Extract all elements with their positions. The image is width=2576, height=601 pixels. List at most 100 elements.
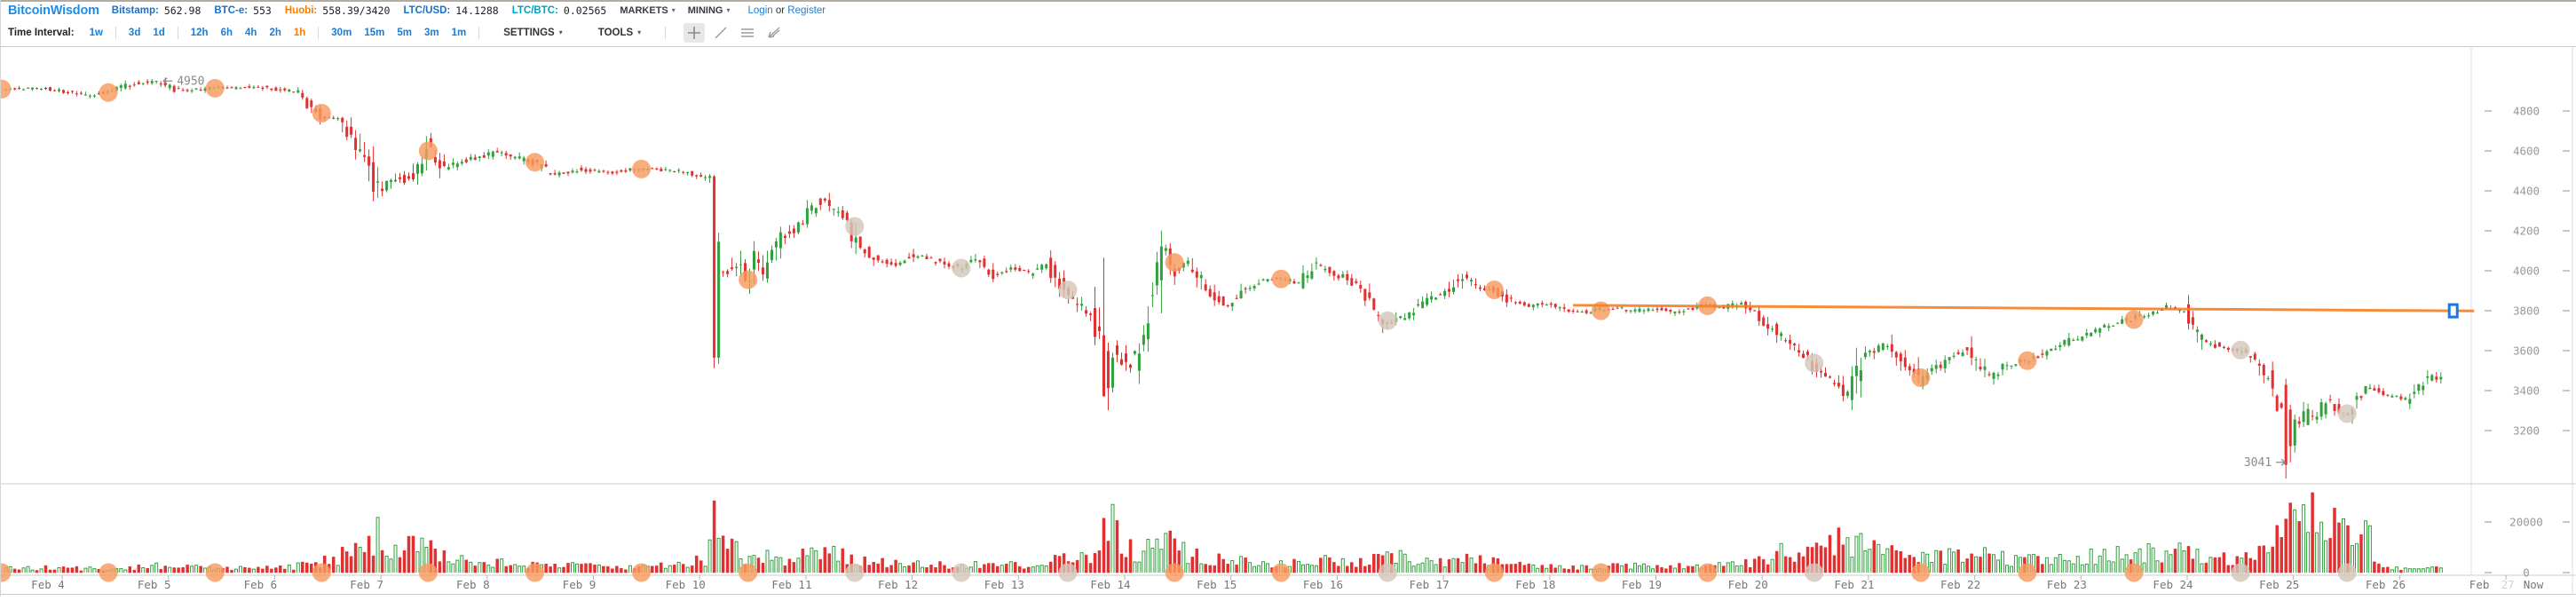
volume-tick-label: 20000 (2509, 516, 2543, 529)
day-marker-dot (418, 563, 438, 582)
interval-30m[interactable]: 30m (331, 27, 352, 38)
interval-1w[interactable]: 1w (89, 27, 103, 38)
interval-2h[interactable]: 2h (269, 27, 281, 38)
settings-menu[interactable]: SETTINGS ▾ (503, 28, 563, 38)
day-marker-dot (1911, 368, 1931, 387)
date-label: Feb 5 (138, 578, 171, 591)
date-label: Feb 21 (1834, 578, 1874, 591)
date-label: Feb 4 (31, 578, 65, 591)
day-marker-dot (632, 563, 652, 582)
ticker-value: 553 (253, 4, 272, 17)
chevron-down-icon: ▾ (558, 28, 563, 36)
auth-or-text: or (775, 4, 786, 16)
day-marker-dot (99, 563, 118, 582)
day-marker-dot (0, 563, 12, 582)
day-marker-dot (2018, 563, 2037, 582)
day-marker-dot (1592, 563, 1610, 582)
arrow-tool-icon[interactable] (763, 23, 785, 43)
interval-1m[interactable]: 1m (451, 27, 467, 38)
price-tick-label: 3800 (2513, 304, 2540, 318)
date-label: Feb 20 (1728, 578, 1768, 591)
price-tick-label: 3600 (2513, 344, 2540, 358)
tools-menu[interactable]: TOOLS ▾ (598, 28, 641, 38)
price-tick-label: 4400 (2513, 185, 2540, 198)
date-label: Feb 25 (2259, 578, 2299, 591)
horizontal-line-icon[interactable] (737, 23, 758, 43)
date-label: Feb 22 (1940, 578, 1980, 591)
price-tick-label: 3400 (2513, 384, 2540, 398)
chart-toolbar: Time Interval: 1w 3d 1d 12h 6h 4h 2h 1h 30m 15m 5m… (1, 19, 2576, 47)
crosshair-icon[interactable] (684, 22, 706, 43)
ticker-ltcusd[interactable]: LTC/USD: 14.1288 (403, 4, 498, 17)
interval-6h[interactable]: 6h (220, 27, 233, 38)
date-label-faded-day: 27 (2501, 578, 2515, 591)
login-link[interactable]: Login (747, 4, 773, 16)
ticker-bitstamp[interactable]: Bitstamp: 562.98 (112, 4, 201, 17)
ticker-value: 562.98 (163, 4, 201, 17)
day-marker-dot (525, 563, 544, 582)
day-marker-dot (845, 563, 865, 582)
day-marker-dot (2018, 351, 2037, 370)
trendline-icon[interactable] (710, 23, 731, 43)
date-label: Feb 7 (350, 578, 383, 591)
day-marker-dot (1484, 563, 1504, 582)
interval-5m[interactable]: 5m (397, 27, 412, 38)
date-label: Feb 9 (563, 578, 597, 591)
markets-menu[interactable]: MARKETS ▾ (620, 5, 675, 16)
day-marker-dot (0, 79, 12, 99)
trendline[interactable] (1573, 303, 2475, 319)
day-marker-dot (1165, 563, 1184, 582)
day-marker-dot (1378, 563, 1397, 582)
day-marker-dot (1271, 563, 1291, 582)
price-tick-label: 4000 (2513, 265, 2540, 278)
day-marker-dot (1805, 563, 1824, 582)
now-label: Now (2524, 578, 2544, 591)
interval-3m[interactable]: 3m (423, 27, 439, 38)
interval-1d[interactable]: 1d (153, 27, 165, 38)
interval-group-divider (318, 26, 320, 39)
day-marker-dot (1805, 353, 1824, 373)
day-marker-dot (739, 563, 758, 582)
day-marker-dot (1378, 311, 1397, 330)
interval-4h[interactable]: 4h (245, 27, 257, 38)
ticker-label: LTC/USD: (403, 4, 451, 16)
register-link[interactable]: Register (787, 4, 826, 16)
mining-menu-label: MINING (687, 4, 723, 16)
interval-3d[interactable]: 3d (128, 27, 141, 38)
candlestick-chart[interactable]: 4950 3041 4800 4600 4400 4200 4000 3800 3600 3400… (0, 46, 2576, 597)
day-marker-dot (1271, 269, 1291, 289)
day-marker-dot (1058, 281, 1078, 300)
volume-tick-label: 0 (2523, 566, 2530, 580)
day-marker-dot (1911, 563, 1931, 582)
ticker-btce[interactable]: BTC-e: 553 (214, 4, 271, 17)
day-marker-dot (205, 563, 225, 582)
day-marker-dot (632, 159, 652, 178)
day-marker-dot (205, 78, 225, 98)
interval-15m[interactable]: 15m (364, 27, 385, 38)
chevron-down-icon: ▾ (637, 28, 642, 36)
volume-bars (4, 492, 2443, 573)
header-bar: BitcoinWisdom Bitstamp: 562.98 BTC-e: 553 Hu… (1, 2, 2576, 19)
mining-menu[interactable]: MINING ▾ (688, 5, 731, 16)
day-marker-dot (2231, 563, 2250, 582)
chevron-down-icon: ▾ (671, 6, 676, 14)
settings-menu-label: SETTINGS (503, 27, 555, 38)
price-tick-label: 3200 (2513, 424, 2540, 438)
ticker-ltcbtc[interactable]: LTC/BTC: 0.02565 (512, 4, 607, 17)
ticker-huobi[interactable]: Huobi: 558.39/3420 (285, 4, 391, 17)
chart-canvas[interactable]: 4950 3041 4800 4600 4400 4200 4000 3800 3600 3400… (0, 46, 2576, 597)
ticker-strip: Bitstamp: 562.98 BTC-e: 553 Huobi: 558.39/342… (112, 4, 620, 17)
price-annotations: 4950 3041 (162, 75, 2287, 470)
day-marker-dot (1484, 281, 1504, 299)
drawing-tools (681, 22, 787, 43)
date-label: Feb 10 (666, 578, 706, 591)
interval-1h[interactable]: 1h (293, 27, 306, 38)
interval-12h[interactable]: 12h (190, 27, 209, 38)
trendline-handle[interactable] (2447, 303, 2459, 319)
date-label: Feb 11 (771, 578, 811, 591)
toolbar-divider (478, 26, 480, 39)
bitcoinwisdom-logo[interactable]: BitcoinWisdom (8, 3, 99, 18)
price-axis: 4800 4600 4400 4200 4000 3800 3600 3400 3200 2000… (2485, 105, 2570, 580)
date-label: Feb 17 (1410, 578, 1450, 591)
window-top-border (1, 0, 2576, 2)
